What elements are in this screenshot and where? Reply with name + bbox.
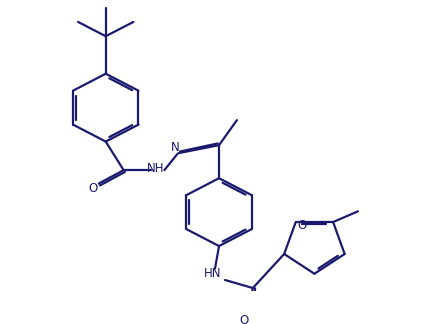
- Text: O: O: [88, 182, 97, 195]
- Text: O: O: [239, 314, 248, 324]
- Text: N: N: [171, 141, 180, 154]
- Text: NH: NH: [147, 162, 164, 175]
- Text: HN: HN: [204, 267, 222, 280]
- Text: O: O: [297, 219, 306, 232]
